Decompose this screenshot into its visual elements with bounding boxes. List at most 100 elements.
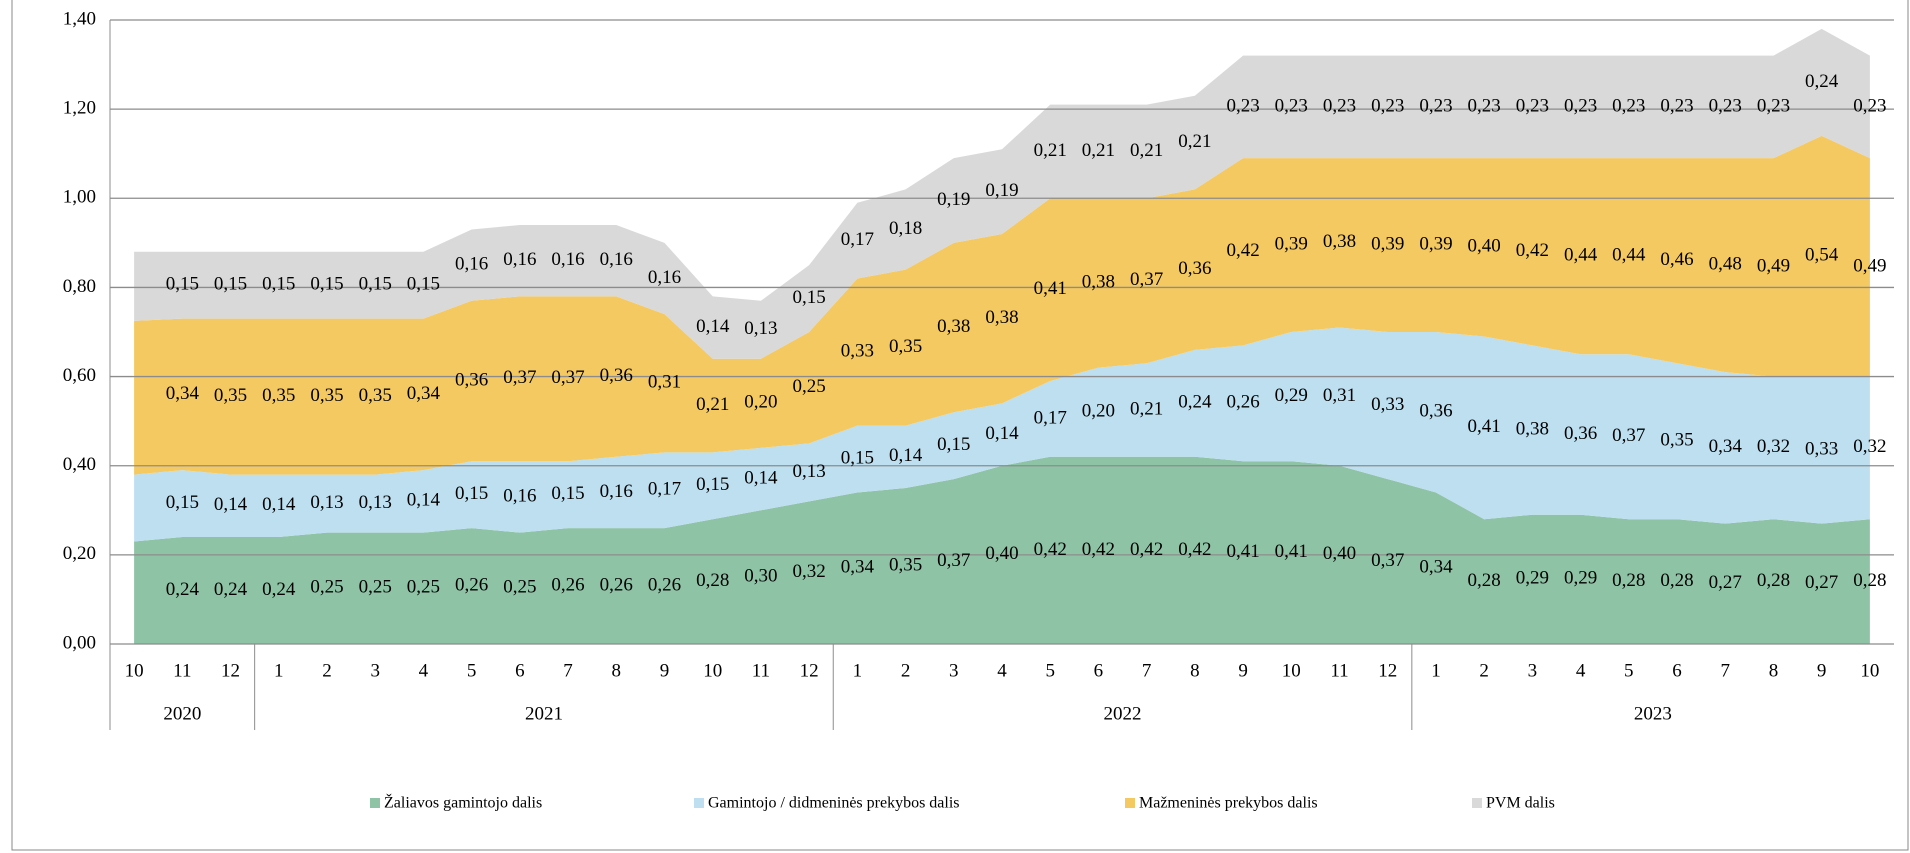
data-label: 0,29 (1275, 385, 1308, 406)
data-label: 0,42 (1082, 539, 1115, 560)
data-label: 0,13 (744, 318, 777, 339)
x-tick-label: 1 (853, 660, 863, 681)
data-label: 0,21 (1082, 140, 1115, 161)
data-label: 0,40 (985, 543, 1018, 564)
data-label: 0,25 (407, 577, 440, 598)
data-label: 0,15 (937, 434, 970, 455)
data-label: 0,20 (1082, 401, 1115, 422)
data-label: 0,28 (1853, 570, 1886, 591)
data-label: 0,23 (1226, 95, 1259, 116)
y-tick-label: 1,40 (63, 8, 96, 29)
data-label: 0,23 (1516, 95, 1549, 116)
data-label: 0,42 (1178, 539, 1211, 560)
data-label: 0,28 (1468, 570, 1501, 591)
data-label: 0,16 (648, 267, 681, 288)
x-tick-label: 8 (612, 660, 622, 681)
data-label: 0,14 (744, 467, 778, 488)
data-label: 0,16 (503, 249, 536, 270)
data-label: 0,14 (696, 316, 730, 337)
data-label: 0,23 (1709, 95, 1742, 116)
data-label: 0,15 (455, 483, 488, 504)
data-label: 0,35 (214, 385, 247, 406)
data-label: 0,21 (1130, 398, 1163, 419)
data-label: 0,15 (551, 483, 584, 504)
data-label: 0,24 (1178, 392, 1212, 413)
x-tick-label: 8 (1769, 660, 1779, 681)
data-label: 0,42 (1516, 240, 1549, 261)
x-tick-label: 1 (274, 660, 284, 681)
data-label: 0,25 (310, 577, 343, 598)
data-label: 0,35 (359, 385, 392, 406)
data-label: 0,42 (1130, 539, 1163, 560)
data-label: 0,15 (696, 474, 729, 495)
x-tick-label: 3 (949, 660, 959, 681)
data-label: 0,38 (985, 307, 1018, 328)
data-label: 0,23 (1612, 95, 1645, 116)
x-group-label: 2021 (525, 703, 563, 724)
area (134, 327, 1870, 542)
data-label: 0,35 (310, 385, 343, 406)
data-label: 0,35 (262, 385, 295, 406)
data-label: 0,32 (1757, 436, 1790, 457)
data-label: 0,13 (359, 492, 392, 513)
data-label: 0,24 (262, 579, 296, 600)
x-tick-label: 2 (322, 660, 332, 681)
data-label: 0,28 (1660, 570, 1693, 591)
data-label: 0,31 (648, 372, 681, 393)
data-label: 0,13 (793, 461, 826, 482)
x-tick-label: 7 (1720, 660, 1730, 681)
data-label: 0,26 (648, 574, 681, 595)
data-label: 0,37 (551, 367, 584, 388)
x-tick-label: 11 (752, 660, 770, 681)
x-tick-label: 10 (703, 660, 722, 681)
x-tick-label: 6 (1094, 660, 1104, 681)
data-label: 0,21 (696, 394, 729, 415)
data-label: 0,15 (310, 274, 343, 295)
data-label: 0,13 (310, 492, 343, 513)
data-label: 0,41 (1468, 416, 1501, 437)
data-label: 0,23 (1371, 95, 1404, 116)
x-tick-label: 12 (1378, 660, 1397, 681)
data-label: 0,34 (1419, 557, 1453, 578)
x-tick-label: 1 (1431, 660, 1441, 681)
area (134, 456, 1870, 644)
y-tick-label: 0,40 (63, 454, 96, 475)
x-tick-label: 4 (419, 660, 429, 681)
data-label: 0,23 (1275, 95, 1308, 116)
legend-swatch (694, 798, 704, 808)
data-label: 0,26 (455, 574, 488, 595)
data-label: 0,23 (1323, 95, 1356, 116)
data-label: 0,38 (937, 316, 970, 337)
data-label: 0,32 (793, 561, 826, 582)
data-label: 0,42 (1034, 539, 1067, 560)
x-tick-label: 2 (1479, 660, 1489, 681)
data-label: 0,25 (359, 577, 392, 598)
data-label: 0,33 (1371, 394, 1404, 415)
data-label: 0,28 (696, 570, 729, 591)
x-tick-label: 5 (1624, 660, 1634, 681)
data-label: 0,16 (600, 481, 633, 502)
data-label: 0,38 (1323, 231, 1356, 252)
data-label: 0,34 (407, 383, 441, 404)
data-label: 0,54 (1805, 245, 1839, 266)
data-label: 0,15 (166, 492, 199, 513)
data-label: 0,16 (551, 249, 584, 270)
data-label: 0,41 (1226, 541, 1259, 562)
data-label: 0,15 (166, 274, 199, 295)
data-label: 0,39 (1275, 233, 1308, 254)
x-tick-label: 10 (125, 660, 144, 681)
x-tick-label: 7 (563, 660, 573, 681)
data-label: 0,41 (1275, 541, 1308, 562)
data-label: 0,33 (841, 340, 874, 361)
y-tick-label: 1,00 (63, 187, 96, 208)
legend-label: Gamintojo / didmeninės prekybos dalis (708, 795, 960, 812)
chart-frame (11, 0, 1909, 851)
x-tick-label: 11 (1330, 660, 1348, 681)
x-tick-label: 5 (467, 660, 477, 681)
data-label: 0,29 (1564, 568, 1597, 589)
data-label: 0,38 (1516, 418, 1549, 439)
x-tick-label: 9 (1817, 660, 1827, 681)
legend-swatch (1125, 798, 1135, 808)
data-label: 0,28 (1757, 570, 1790, 591)
data-label: 0,36 (1564, 423, 1597, 444)
